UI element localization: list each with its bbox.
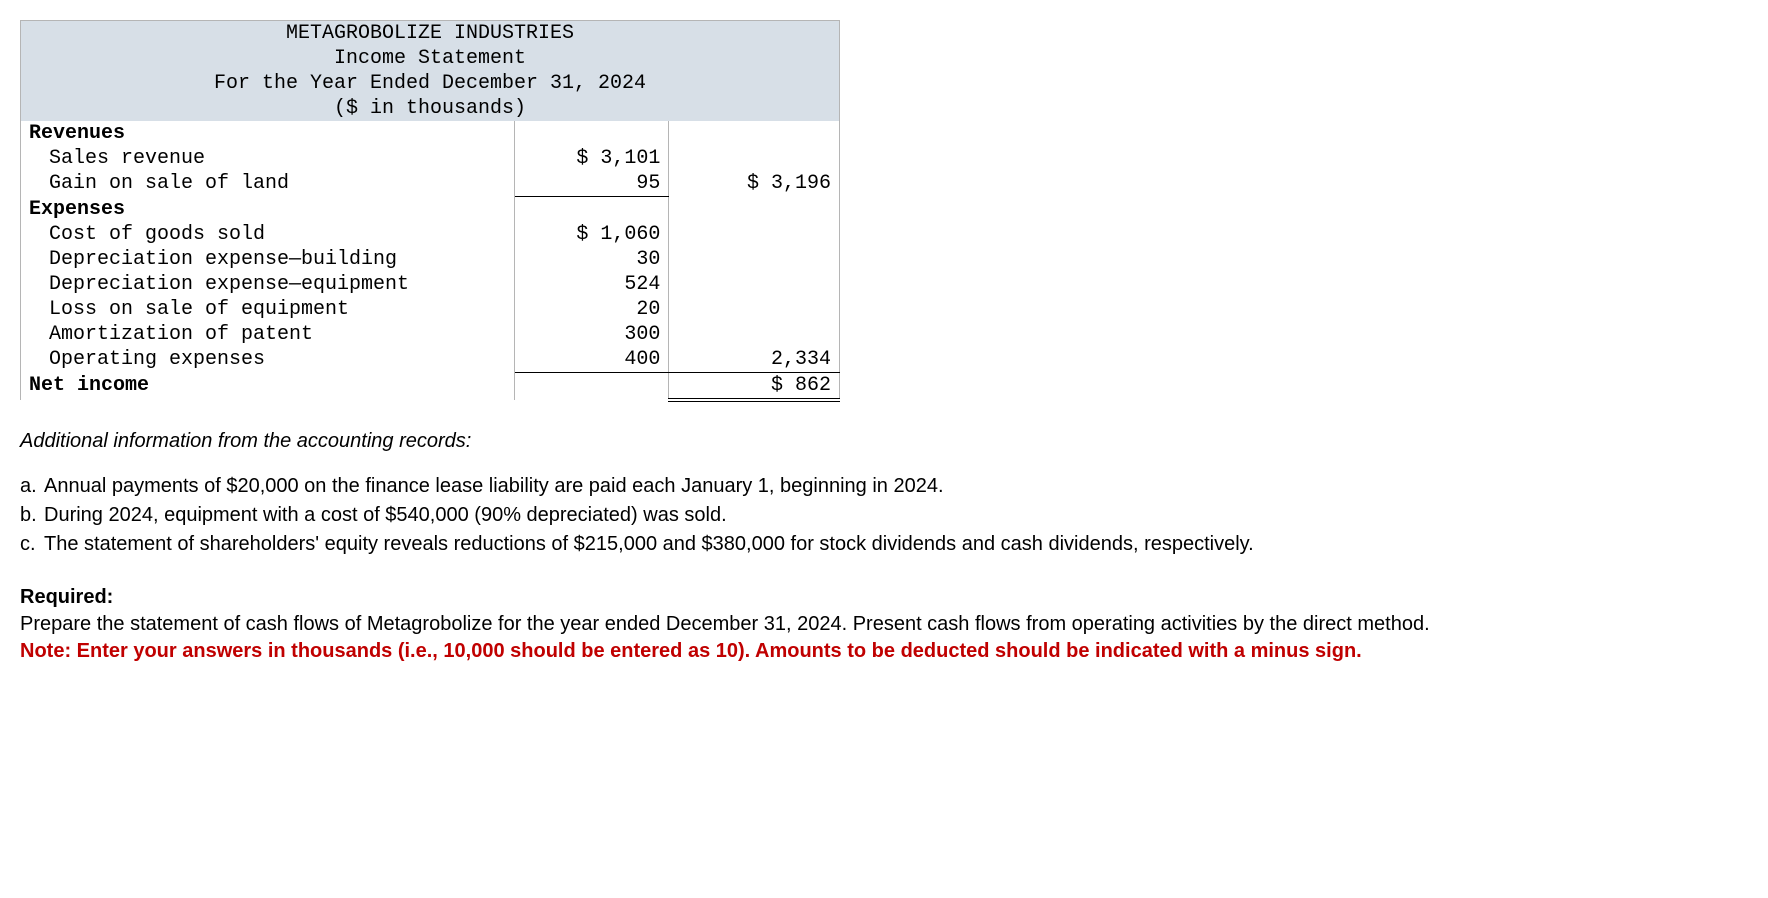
additional-info-section: Additional information from the accounti… bbox=[20, 428, 1540, 558]
income-statement-table: METAGROBOLIZE INDUSTRIES Income Statemen… bbox=[20, 20, 840, 402]
sales-revenue-amount: $ 3,101 bbox=[515, 146, 669, 171]
amort-patent-label: Amortization of patent bbox=[21, 322, 515, 347]
info-item-a: a. Annual payments of $20,000 on the fin… bbox=[20, 473, 1540, 500]
expenses-header: Expenses bbox=[21, 197, 515, 222]
info-letter: b. bbox=[20, 502, 44, 529]
operating-expenses-amount: 400 bbox=[515, 347, 669, 373]
dep-building-label: Depreciation expense—building bbox=[21, 247, 515, 272]
amort-patent-amount: 300 bbox=[515, 322, 669, 347]
revenues-header: Revenues bbox=[21, 121, 515, 146]
required-text: Prepare the statement of cash flows of M… bbox=[20, 611, 1540, 638]
info-item-b: b. During 2024, equipment with a cost of… bbox=[20, 502, 1540, 529]
info-letter: c. bbox=[20, 531, 44, 558]
info-text: Annual payments of $20,000 on the financ… bbox=[44, 473, 944, 500]
dep-building-amount: 30 bbox=[515, 247, 669, 272]
operating-expenses-label: Operating expenses bbox=[21, 347, 515, 373]
info-text: The statement of shareholders' equity re… bbox=[44, 531, 1254, 558]
loss-sale-equipment-label: Loss on sale of equipment bbox=[21, 297, 515, 322]
sales-revenue-label: Sales revenue bbox=[21, 146, 515, 171]
required-heading: Required: bbox=[20, 584, 1540, 611]
dep-equipment-amount: 524 bbox=[515, 272, 669, 297]
required-note: Note: Enter your answers in thousands (i… bbox=[20, 638, 1540, 665]
gain-on-sale-amount: 95 bbox=[515, 171, 669, 197]
company-name: METAGROBOLIZE INDUSTRIES bbox=[21, 21, 840, 47]
cogs-amount: $ 1,060 bbox=[515, 222, 669, 247]
statement-period: For the Year Ended December 31, 2024 bbox=[21, 71, 840, 96]
expenses-total: 2,334 bbox=[669, 347, 840, 373]
required-section: Required: Prepare the statement of cash … bbox=[20, 584, 1540, 665]
additional-info-list: a. Annual payments of $20,000 on the fin… bbox=[20, 473, 1540, 558]
info-letter: a. bbox=[20, 473, 44, 500]
info-item-c: c. The statement of shareholders' equity… bbox=[20, 531, 1540, 558]
statement-title: Income Statement bbox=[21, 46, 840, 71]
loss-sale-equipment-amount: 20 bbox=[515, 297, 669, 322]
info-text: During 2024, equipment with a cost of $5… bbox=[44, 502, 727, 529]
cogs-label: Cost of goods sold bbox=[21, 222, 515, 247]
net-income-amount: $ 862 bbox=[669, 372, 840, 400]
revenues-total: $ 3,196 bbox=[669, 171, 840, 197]
dep-equipment-label: Depreciation expense—equipment bbox=[21, 272, 515, 297]
net-income-label: Net income bbox=[21, 372, 515, 400]
statement-units: ($ in thousands) bbox=[21, 96, 840, 121]
additional-info-heading: Additional information from the accounti… bbox=[20, 428, 1540, 455]
gain-on-sale-label: Gain on sale of land bbox=[21, 171, 515, 197]
